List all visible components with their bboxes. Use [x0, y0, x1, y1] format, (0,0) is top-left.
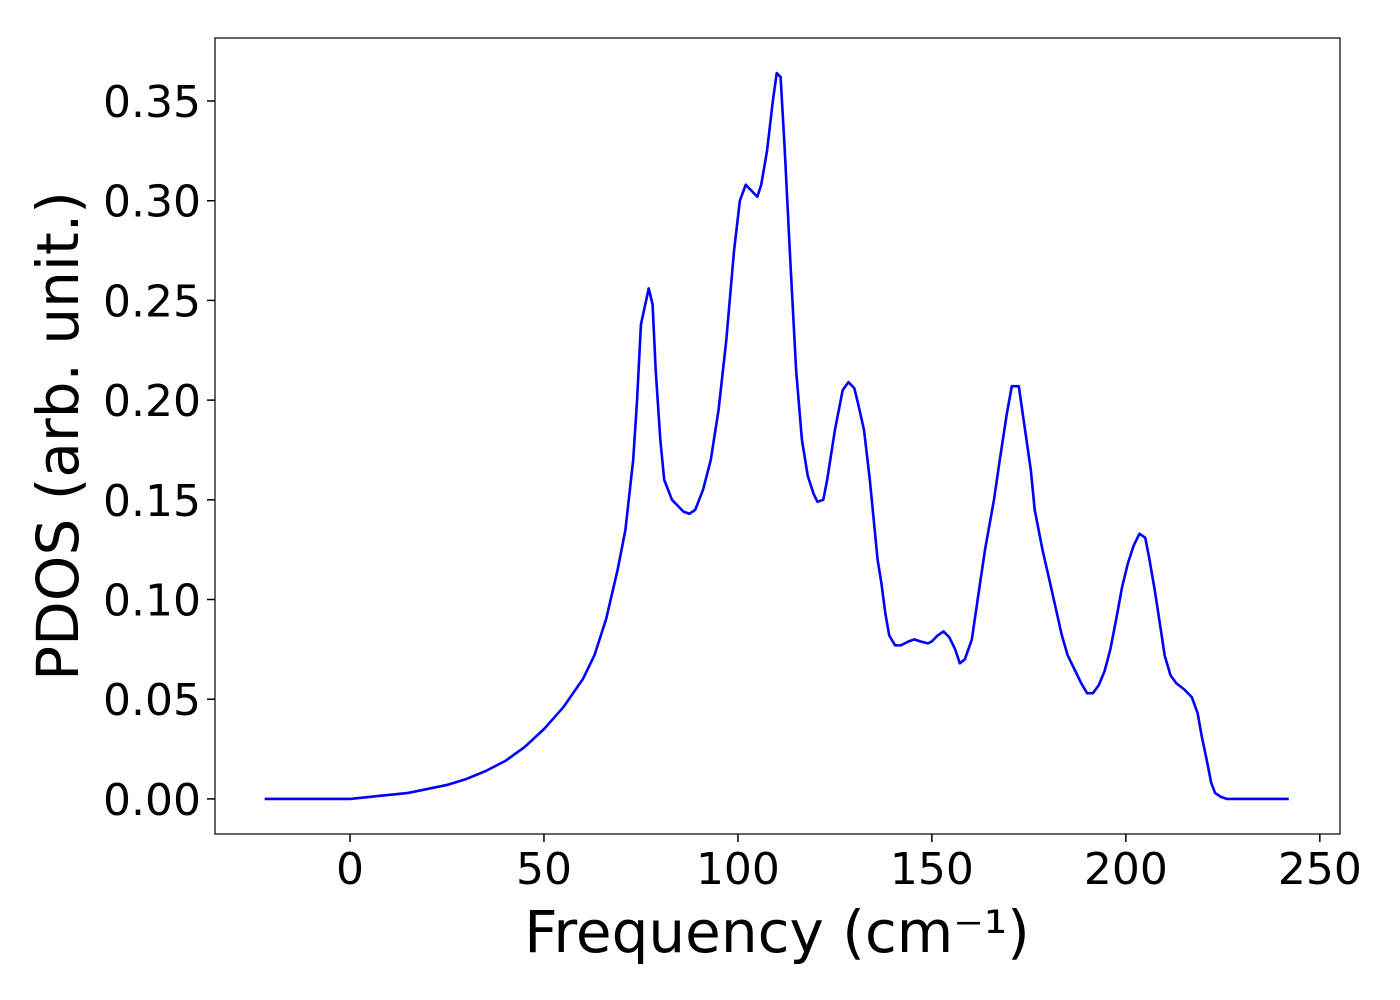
x-tick-label: 50 — [516, 844, 572, 895]
data-line — [264, 71, 1289, 801]
y-axis-label: PDOS (arb. unit.) — [24, 191, 92, 681]
x-tick-label: 150 — [890, 844, 974, 895]
x-tick-label: 200 — [1084, 844, 1168, 895]
x-tick-label: 0 — [336, 844, 364, 895]
y-tick-label: 0.05 — [103, 675, 201, 726]
y-tick-label: 0.00 — [103, 775, 201, 826]
y-tick-label: 0.15 — [103, 476, 201, 527]
y-tick-label: 0.35 — [103, 77, 201, 128]
x-axis-label: Frequency (cm⁻¹) — [524, 898, 1030, 966]
x-tick-label: 100 — [696, 844, 780, 895]
y-tick-label: 0.20 — [103, 376, 201, 427]
y-tick-label: 0.25 — [103, 276, 201, 327]
x-tick-label: 250 — [1278, 844, 1362, 895]
y-tick-label: 0.10 — [103, 576, 201, 627]
plot-frame — [214, 37, 1341, 835]
y-tick-label: 0.30 — [103, 177, 201, 228]
